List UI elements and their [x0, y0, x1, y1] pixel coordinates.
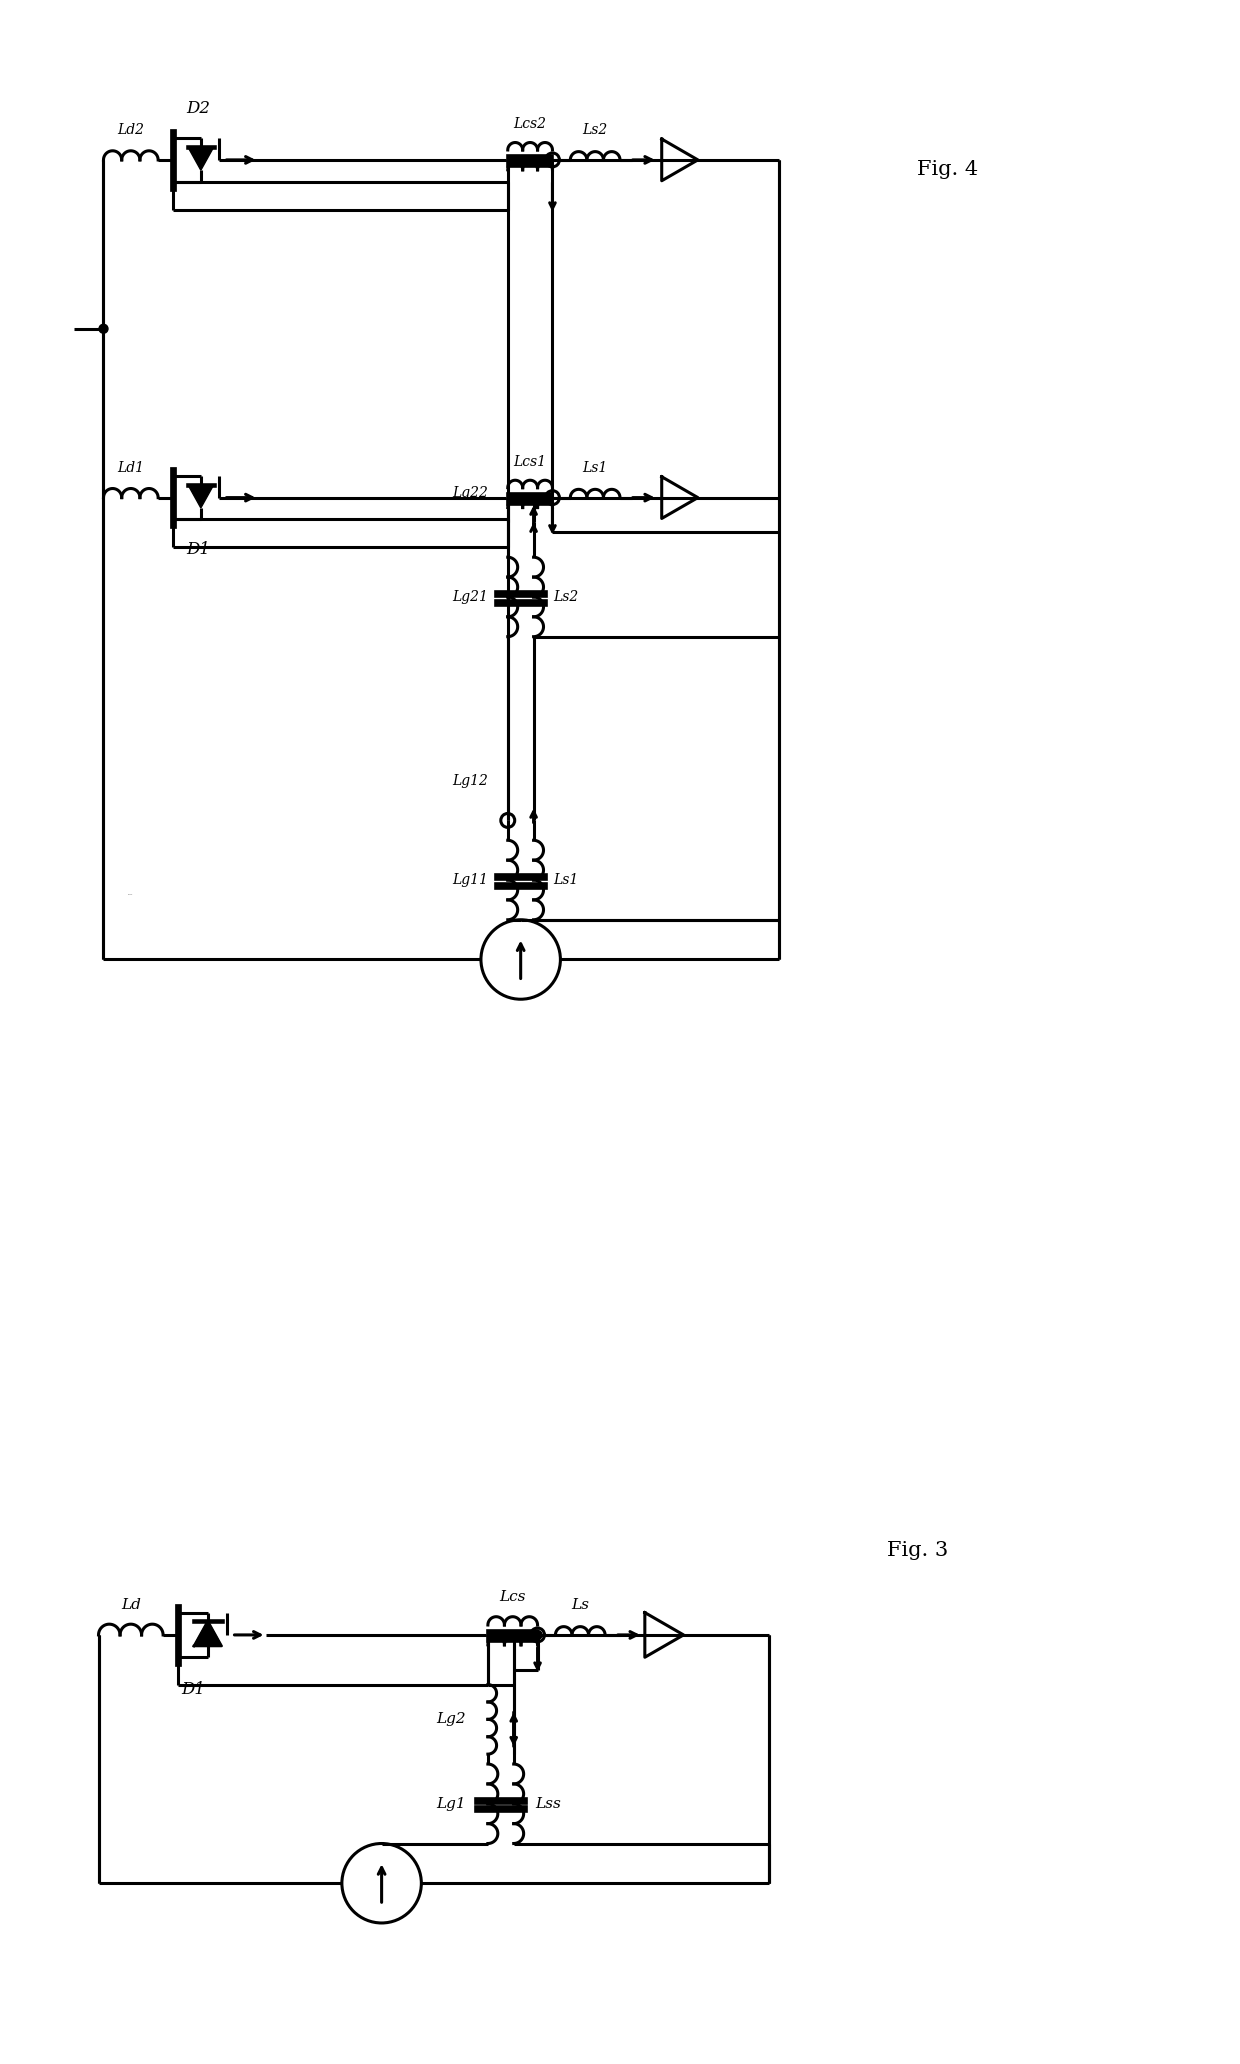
- Text: Lcs2: Lcs2: [513, 118, 547, 132]
- Text: Lss: Lss: [536, 1798, 562, 1810]
- Text: Lg2: Lg2: [436, 1713, 466, 1726]
- Text: Lcs1: Lcs1: [513, 454, 547, 469]
- Text: Lcs: Lcs: [500, 1589, 526, 1604]
- Text: Fig. 3: Fig. 3: [888, 1542, 949, 1560]
- Text: Ls2: Ls2: [553, 590, 579, 605]
- Text: D2: D2: [186, 99, 210, 118]
- Circle shape: [533, 1631, 542, 1639]
- Text: Ls: Ls: [572, 1598, 589, 1612]
- Polygon shape: [188, 147, 213, 169]
- Text: Ls1: Ls1: [553, 873, 579, 888]
- Text: Lg1: Lg1: [436, 1798, 466, 1810]
- Text: D1: D1: [181, 1680, 205, 1699]
- Text: Ld: Ld: [120, 1598, 141, 1612]
- Text: Lg11: Lg11: [453, 873, 487, 888]
- Text: Lg21: Lg21: [453, 590, 487, 605]
- Text: Ls1: Ls1: [583, 460, 608, 475]
- Text: Ld1: Ld1: [118, 460, 144, 475]
- Text: Ld2: Ld2: [118, 124, 144, 136]
- Polygon shape: [193, 1620, 222, 1647]
- Text: Fig. 4: Fig. 4: [918, 161, 978, 180]
- Circle shape: [99, 324, 108, 332]
- Text: Ls2: Ls2: [583, 124, 608, 136]
- Polygon shape: [188, 485, 213, 508]
- Text: D1: D1: [186, 541, 210, 557]
- Text: Lg12: Lg12: [453, 774, 487, 788]
- Text: Lg22: Lg22: [453, 485, 487, 499]
